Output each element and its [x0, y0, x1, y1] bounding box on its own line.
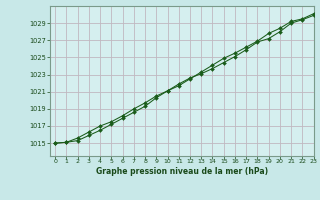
X-axis label: Graphe pression niveau de la mer (hPa): Graphe pression niveau de la mer (hPa) [96, 167, 268, 176]
